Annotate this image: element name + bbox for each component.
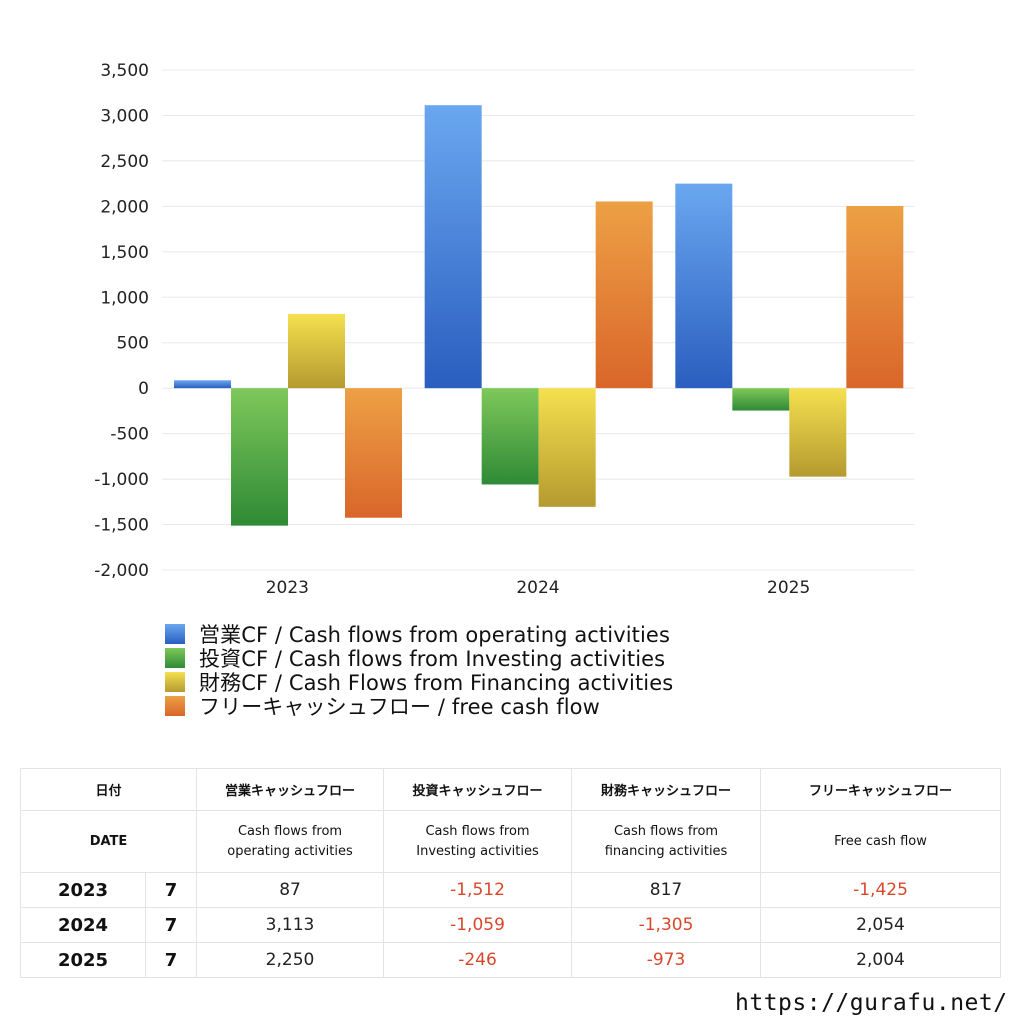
x-tick-label: 2025 (767, 578, 810, 598)
cell-investing: -1,059 (383, 907, 573, 943)
cell-financing: 817 (571, 872, 762, 908)
table-row: 2023 7 87 -1,512 817 -1,425 (20, 872, 1002, 908)
row-year: 2024 (20, 907, 146, 943)
bar-2024-series-2 (538, 388, 596, 507)
y-tick-label: 1,000 (100, 288, 149, 308)
legend: 営業CF / Cash flows from operating activit… (165, 622, 674, 719)
row-month: 7 (144, 872, 198, 908)
bar-2024-series-1 (481, 388, 539, 485)
y-tick-label: 0 (138, 379, 149, 399)
y-tick-label: 1,500 (100, 243, 149, 263)
bar-2023-series-3 (345, 388, 402, 518)
bar-2025-series-2 (789, 388, 847, 477)
subheader-financing-line2: financing activities (604, 843, 728, 859)
legend-label-financing: 財務CF / Cash Flows from Financing activit… (199, 671, 674, 695)
cell-operating: 3,113 (196, 907, 385, 943)
legend-item-operating: 営業CF / Cash flows from operating activit… (165, 622, 673, 647)
subheader-operating-line1: Cash flows from (237, 823, 343, 839)
y-tick-label: 3,000 (100, 106, 149, 126)
y-tick-label: 500 (117, 334, 149, 354)
row-year: 2023 (20, 872, 146, 908)
cash-flow-bar-chart: 3,500 3,000 2,500 2,000 1,500 1,000 500 0 -500 -1… (94, 61, 914, 598)
legend-swatch-operating (165, 624, 185, 644)
cell-operating: 2,250 (196, 942, 385, 978)
subheader-investing-line2: Investing activities (416, 843, 539, 859)
bar-2023-series-1 (231, 388, 288, 526)
row-year: 2025 (20, 942, 146, 978)
cash-flow-table: 日付 営業キャッシュフロー 投資キャッシュフロー 財務キャッシュフロー フリーキ… (19, 768, 1002, 978)
subheader-date: DATE (19, 810, 198, 873)
legend-item-free: フリーキャッシュフロー / free cash flow (165, 694, 673, 719)
row-month: 7 (144, 942, 198, 978)
y-tick-label: 3,500 (100, 61, 149, 81)
header-date: 日付 (19, 768, 198, 811)
cell-financing: -973 (571, 942, 762, 978)
cell-free: -1,425 (760, 872, 1002, 908)
cell-free: 2,004 (760, 942, 1002, 978)
header-operating: 営業キャッシュフロー (196, 768, 385, 811)
bar-2024-series-3 (595, 201, 653, 389)
y-tick-label: -500 (110, 425, 149, 445)
bar-2023-series-2 (288, 313, 345, 389)
subheader-financing: Cash flows from financing activities (571, 810, 762, 873)
header-investing: 投資キャッシュフロー (383, 768, 573, 811)
subheader-financing-line1: Cash flows from (613, 823, 719, 839)
y-tick-label: 2,000 (100, 197, 149, 217)
y-tick-label: -2,000 (94, 561, 149, 581)
bar-2025-series-0 (675, 183, 733, 389)
subheader-operating-line2: operating activities (227, 843, 353, 859)
header-financing: 財務キャッシュフロー (571, 768, 762, 811)
subheader-investing: Cash flows from Investing activities (383, 810, 573, 873)
table-row: 2025 7 2,250 -246 -973 2,004 (20, 942, 1002, 978)
legend-swatch-financing (165, 672, 185, 692)
row-month: 7 (144, 907, 198, 943)
cell-free: 2,054 (760, 907, 1002, 943)
cell-investing: -1,512 (383, 872, 573, 908)
table-header-row: 日付 営業キャッシュフロー 投資キャッシュフロー 財務キャッシュフロー フリーキ… (19, 768, 1002, 811)
table-row: 2024 7 3,113 -1,059 -1,305 2,054 (20, 907, 1002, 943)
x-tick-label: 2023 (266, 578, 309, 598)
legend-label-investing: 投資CF / Cash flows from Investing activit… (199, 647, 666, 671)
table-subheader-row: DATE Cash flows from operating activitie… (19, 810, 1002, 873)
legend-item-investing: 投資CF / Cash flows from Investing activit… (165, 646, 673, 671)
site-url[interactable]: https://gurafu.net/ (735, 990, 1008, 1016)
x-axis-ticks: 2023 2024 2025 (266, 578, 811, 598)
bar-2023-series-0 (174, 380, 231, 389)
cell-operating: 87 (196, 872, 385, 908)
legend-label-free: フリーキャッシュフロー / free cash flow (199, 695, 600, 719)
x-tick-label: 2024 (516, 578, 559, 598)
cell-investing: -246 (383, 942, 573, 978)
subheader-operating: Cash flows from operating activities (196, 810, 385, 873)
bar-2025-series-3 (846, 206, 904, 389)
y-tick-label: 2,500 (100, 152, 149, 172)
bars (174, 105, 904, 526)
y-tick-label: -1,000 (94, 470, 149, 490)
subheader-free: Free cash flow (760, 810, 1002, 873)
bar-2025-series-1 (732, 388, 790, 411)
legend-swatch-free (165, 696, 185, 716)
y-axis-ticks: 3,500 3,000 2,500 2,000 1,500 1,000 500 0 -500 -1… (94, 61, 149, 581)
bar-2024-series-0 (424, 105, 482, 389)
y-tick-label: -1,500 (94, 516, 149, 536)
cell-financing: -1,305 (571, 907, 762, 943)
legend-item-financing: 財務CF / Cash Flows from Financing activit… (165, 670, 674, 695)
header-free: フリーキャッシュフロー (760, 768, 1002, 811)
legend-label-operating: 営業CF / Cash flows from operating activit… (199, 623, 670, 647)
subheader-investing-line1: Cash flows from (425, 823, 530, 839)
legend-swatch-investing (165, 648, 185, 668)
